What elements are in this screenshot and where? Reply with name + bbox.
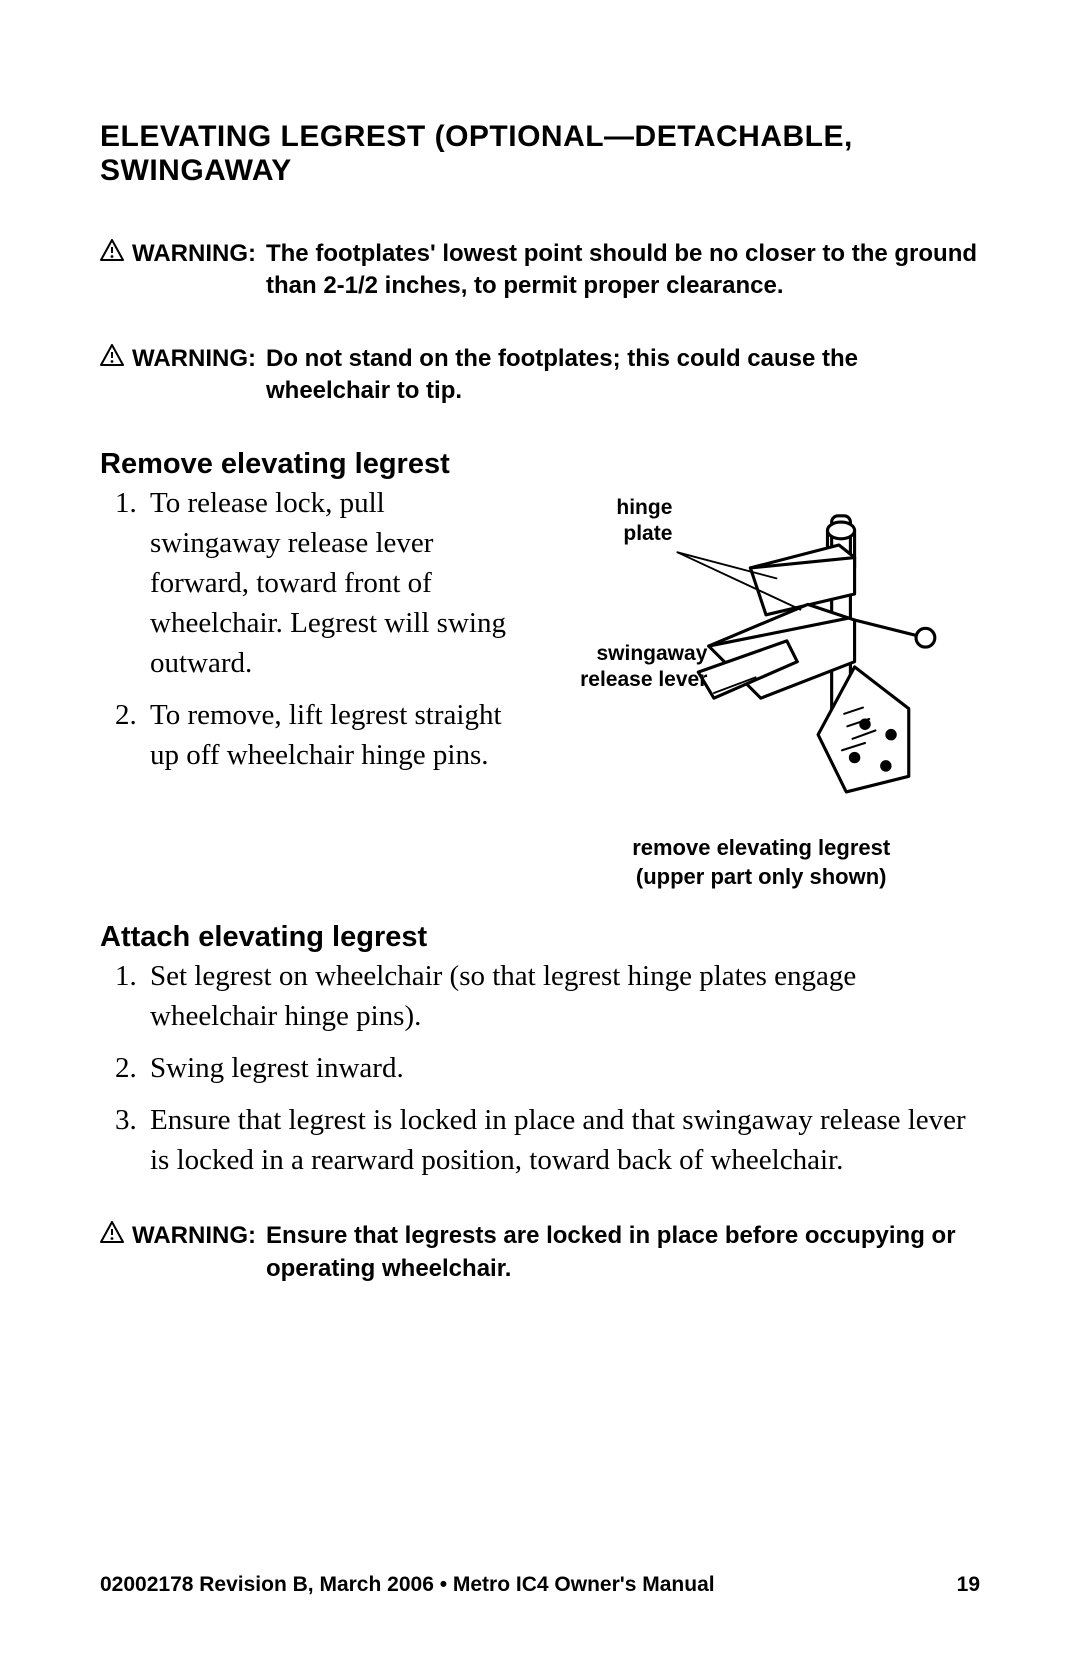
remove-steps-column: To release lock, pull swingaway release … — [100, 483, 522, 787]
footer-doc-info: 02002178 Revision B, March 2006 • Metro … — [100, 1573, 715, 1597]
list-item: Ensure that legrest is locked in place a… — [144, 1100, 980, 1180]
list-item: To release lock, pull swingaway release … — [144, 483, 522, 683]
caption-line: remove elevating legrest — [632, 835, 890, 860]
document-page: ELEVATING LEGREST (OPTIONAL—DETACHABLE, … — [0, 0, 1080, 1669]
remove-section: To release lock, pull swingaway release … — [100, 483, 980, 892]
caption-line: (upper part only shown) — [636, 864, 887, 889]
callout-hinge-plate: hinge plate — [537, 495, 672, 548]
warning-text: Do not stand on the footplates; this cou… — [266, 343, 980, 408]
list-item: Set legrest on wheelchair (so that legre… — [144, 956, 980, 1036]
callout-text: plate — [623, 522, 672, 545]
warning-label: WARNING: — [132, 1220, 256, 1252]
figure: hinge plate swingaway release lever remo… — [542, 495, 980, 892]
warning-text: Ensure that legrests are locked in place… — [266, 1220, 980, 1285]
figure-column: hinge plate swingaway release lever remo… — [542, 483, 980, 892]
warning-icon — [100, 238, 126, 270]
warning-icon — [100, 343, 126, 375]
section-title: ELEVATING LEGREST (OPTIONAL—DETACHABLE, … — [100, 120, 980, 188]
list-item: To remove, lift legrest straight up off … — [144, 695, 522, 775]
warning-label: WARNING: — [132, 343, 256, 375]
page-footer: 02002178 Revision B, March 2006 • Metro … — [100, 1573, 980, 1597]
list-item: Swing legrest inward. — [144, 1048, 980, 1088]
warning-1: WARNING: The footplates' lowest point sh… — [100, 238, 980, 303]
warning-2: WARNING: Do not stand on the footplates;… — [100, 343, 980, 408]
warning-3: WARNING: Ensure that legrests are locked… — [100, 1220, 980, 1285]
footer-page-number: 19 — [957, 1573, 980, 1597]
callout-text: hinge — [616, 496, 672, 519]
callout-text: release lever — [580, 668, 707, 691]
remove-steps: To release lock, pull swingaway release … — [100, 483, 522, 775]
warning-text: The footplates' lowest point should be n… — [266, 238, 980, 303]
subheading-remove: Remove elevating legrest — [100, 448, 980, 481]
warning-icon — [100, 1220, 126, 1252]
figure-caption: remove elevating legrest (upper part onl… — [542, 834, 980, 891]
subheading-attach: Attach elevating legrest — [100, 921, 980, 954]
attach-steps: Set legrest on wheelchair (so that legre… — [100, 956, 980, 1180]
callout-text: swingaway — [597, 642, 708, 665]
warning-label: WARNING: — [132, 238, 256, 270]
callout-release-lever: swingaway release lever — [512, 641, 707, 694]
